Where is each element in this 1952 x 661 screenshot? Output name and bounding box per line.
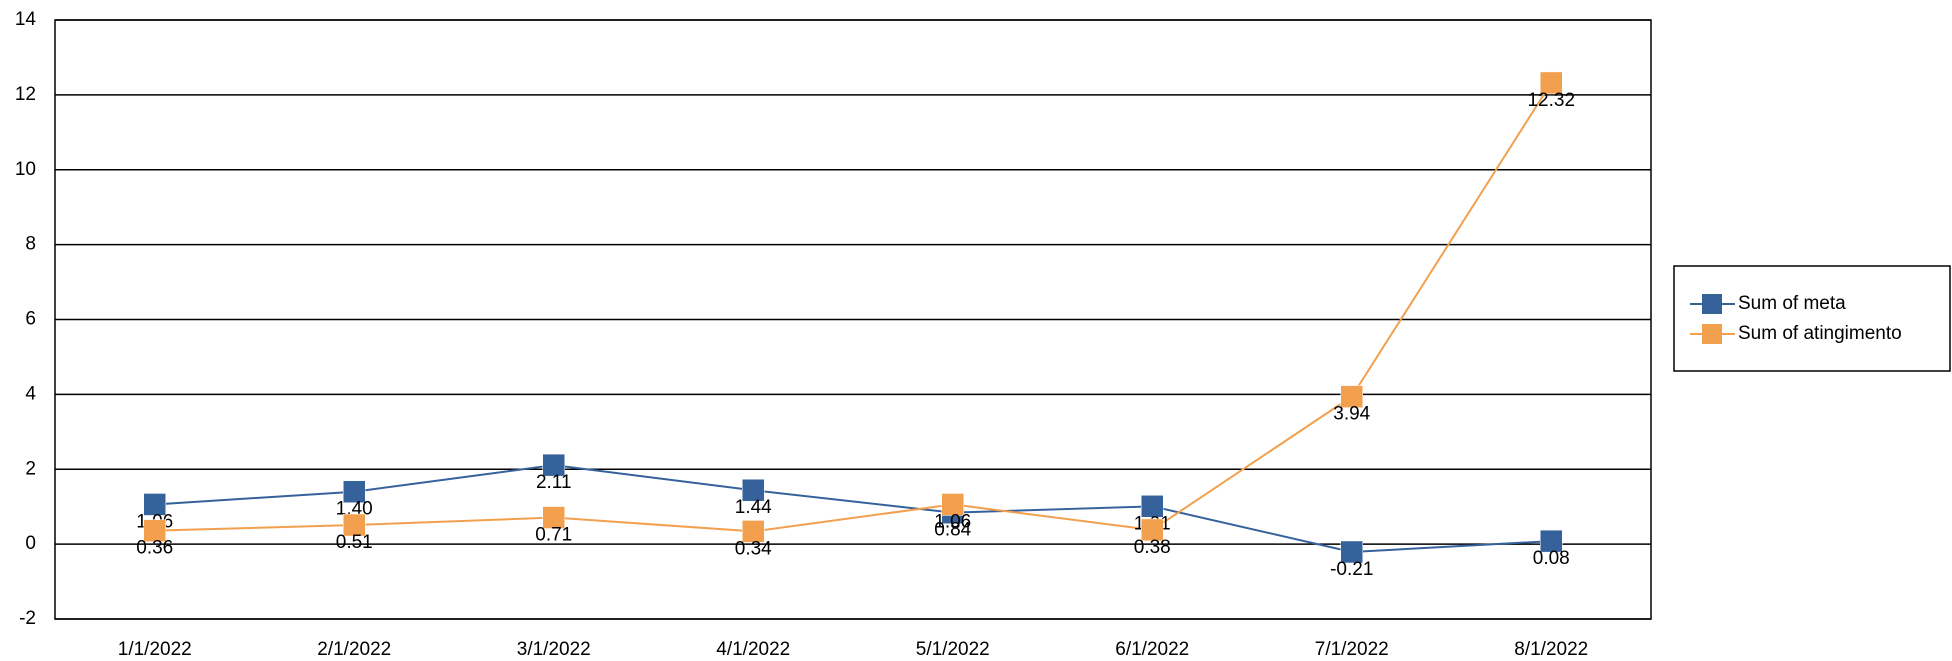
y-tick-label: 10 [15,159,36,180]
y-tick-label: 2 [25,458,36,479]
data-label: 1.44 [735,497,772,518]
marker [941,493,964,516]
x-tick-label: 2/1/2022 [317,639,391,660]
x-tick-label: 4/1/2022 [716,639,790,660]
legend-box [1673,265,1951,372]
data-label: -0.21 [1330,559,1373,580]
marker [1340,385,1363,408]
legend-label: Sum of meta [1738,293,1846,314]
marker [742,520,765,543]
marker [143,493,166,516]
y-tick-label: 6 [25,309,36,330]
data-label: 2.11 [536,472,572,493]
data-label: 0.34 [735,538,772,559]
y-tick-label: 8 [25,234,36,255]
y-tick-label: 4 [25,383,36,404]
marker [1141,495,1164,518]
x-tick-label: 8/1/2022 [1514,639,1588,660]
data-label: 0.71 [535,525,572,546]
marker [742,478,765,502]
y-tick-label: 14 [15,9,37,30]
marker [542,506,565,529]
x-tick-label: 7/1/2022 [1315,639,1389,660]
data-label: 0.84 [934,520,971,541]
marker [1141,518,1164,542]
marker [1540,529,1563,553]
legend-label: Sum of atingimento [1738,323,1902,344]
x-tick-label: 5/1/2022 [916,639,990,660]
marker [1340,540,1363,564]
series-line [154,82,1553,533]
marker [143,519,166,542]
data-label: 3.94 [1333,404,1370,425]
marker [343,480,366,503]
series-line [154,464,1552,553]
legend-marker [1702,324,1722,344]
x-tick-label: 6/1/2022 [1115,639,1189,660]
marker [343,513,366,537]
x-tick-label: 3/1/2022 [517,639,591,660]
marker [1540,71,1563,95]
y-tick-label: 12 [15,84,36,105]
y-tick-label: 0 [25,533,36,554]
data-label: 12.32 [1527,90,1575,111]
plot-frame [54,19,1652,620]
marker [542,453,565,477]
data-label: 1.06 [934,511,971,532]
x-tick-label: 1/1/2022 [118,639,192,660]
data-label: 0.38 [1134,537,1171,558]
data-label: 0.36 [136,538,173,559]
data-label: 0.51 [336,532,373,553]
y-tick-label: -2 [19,608,36,629]
legend-marker [1702,294,1722,314]
data-label: 0.08 [1533,548,1570,569]
